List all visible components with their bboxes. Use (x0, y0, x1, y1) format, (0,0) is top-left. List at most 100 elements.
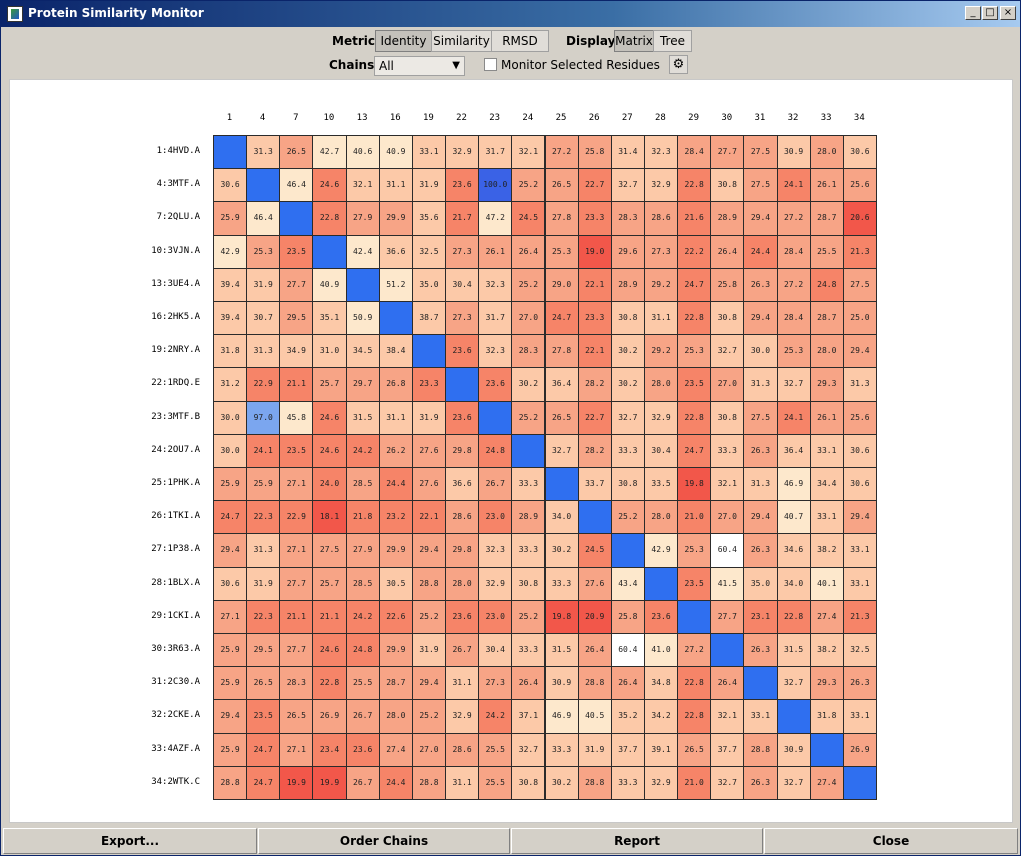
row-label[interactable]: 33:4AZF.A (151, 743, 200, 754)
matrix-cell[interactable]: 33.3 (610, 765, 645, 800)
matrix-cell[interactable]: 27.3 (643, 234, 679, 269)
matrix-cell[interactable]: 29.4 (213, 699, 248, 734)
matrix-diagonal-cell[interactable] (544, 467, 579, 502)
matrix-cell[interactable]: 22.9 (246, 367, 281, 402)
matrix-cell[interactable]: 23.2 (378, 500, 413, 535)
row-label[interactable]: 13:3UE4.A (151, 278, 200, 289)
matrix-cell[interactable]: 30.0 (213, 400, 248, 435)
matrix-cell[interactable]: 32.7 (710, 765, 745, 800)
matrix-cell[interactable]: 29.6 (610, 234, 645, 269)
matrix-cell[interactable]: 25.6 (842, 168, 877, 203)
matrix-cell[interactable]: 23.5 (279, 433, 314, 468)
matrix-cell[interactable]: 38.4 (378, 334, 413, 369)
matrix-cell[interactable]: 29.4 (743, 500, 778, 535)
matrix-cell[interactable]: 32.7 (776, 666, 811, 701)
matrix-cell[interactable]: 26.1 (478, 234, 513, 269)
matrix-cell[interactable]: 30.2 (511, 367, 546, 402)
matrix-cell[interactable]: 27.7 (279, 633, 314, 668)
row-label[interactable]: 28:1BLX.A (151, 577, 200, 588)
matrix-cell[interactable]: 25.6 (842, 400, 877, 435)
matrix-cell[interactable]: 19.9 (279, 765, 314, 800)
matrix-cell[interactable]: 31.3 (246, 135, 281, 170)
matrix-cell[interactable]: 33.1 (842, 533, 877, 568)
matrix-cell[interactable]: 32.1 (511, 135, 546, 170)
matrix-cell[interactable]: 20.6 (842, 201, 877, 236)
matrix-cell[interactable]: 36.6 (445, 467, 480, 502)
settings-button[interactable]: ⚙ (669, 55, 688, 74)
matrix-cell[interactable]: 29.4 (411, 533, 447, 568)
matrix-cell[interactable]: 25.9 (213, 467, 248, 502)
matrix-cell[interactable]: 25.8 (610, 599, 645, 634)
matrix-cell[interactable]: 27.3 (445, 234, 480, 269)
matrix-cell[interactable]: 34.4 (809, 467, 844, 502)
matrix-cell[interactable]: 30.9 (776, 135, 811, 170)
matrix-cell[interactable]: 23.6 (445, 334, 480, 369)
matrix-cell[interactable]: 35.2 (610, 699, 645, 734)
matrix-cell[interactable]: 24.8 (478, 433, 513, 468)
row-label[interactable]: 30:3R63.A (151, 644, 200, 654)
matrix-diagonal-cell[interactable] (445, 367, 480, 402)
matrix-cell[interactable]: 24.7 (677, 433, 712, 468)
matrix-cell[interactable]: 27.5 (312, 533, 347, 568)
matrix-cell[interactable]: 25.5 (478, 765, 513, 800)
matrix-cell[interactable]: 32.7 (610, 168, 645, 203)
matrix-cell[interactable]: 30.8 (511, 765, 546, 800)
matrix-cell[interactable]: 32.5 (842, 633, 877, 668)
matrix-cell[interactable]: 30.6 (213, 566, 248, 601)
matrix-cell[interactable]: 30.6 (842, 135, 877, 170)
matrix-cell[interactable]: 24.7 (677, 267, 712, 302)
matrix-cell[interactable]: 24.6 (312, 400, 347, 435)
matrix-cell[interactable]: 26.7 (478, 467, 513, 502)
matrix-cell[interactable]: 22.8 (677, 168, 712, 203)
matrix-cell[interactable]: 30.4 (643, 433, 679, 468)
matrix-cell[interactable]: 31.9 (411, 168, 447, 203)
matrix-cell[interactable]: 23.0 (478, 500, 513, 535)
matrix-diagonal-cell[interactable] (345, 267, 380, 302)
matrix-cell[interactable]: 31.8 (213, 334, 248, 369)
matrix-diagonal-cell[interactable] (213, 135, 248, 170)
matrix-cell[interactable]: 22.1 (577, 334, 612, 369)
matrix-cell[interactable]: 28.0 (809, 135, 844, 170)
matrix-cell[interactable]: 30.8 (511, 566, 546, 601)
matrix-cell[interactable]: 24.5 (577, 533, 612, 568)
matrix-cell[interactable]: 22.8 (677, 699, 712, 734)
row-label[interactable]: 10:3VJN.A (151, 245, 200, 256)
matrix-cell[interactable]: 24.4 (378, 467, 413, 502)
matrix-cell[interactable]: 28.8 (213, 765, 248, 800)
matrix-cell[interactable]: 97.0 (246, 400, 281, 435)
matrix-cell[interactable]: 22.8 (677, 400, 712, 435)
matrix-cell[interactable]: 28.5 (345, 566, 380, 601)
matrix-cell[interactable]: 23.6 (445, 168, 480, 203)
matrix-cell[interactable]: 40.1 (809, 566, 844, 601)
matrix-cell[interactable]: 26.4 (710, 234, 745, 269)
matrix-cell[interactable]: 32.7 (610, 400, 645, 435)
matrix-cell[interactable]: 22.8 (312, 201, 347, 236)
matrix-cell[interactable]: 28.8 (577, 765, 612, 800)
matrix-cell[interactable]: 32.3 (643, 135, 679, 170)
matrix-cell[interactable]: 31.9 (411, 633, 447, 668)
matrix-cell[interactable]: 31.1 (378, 400, 413, 435)
matrix-cell[interactable]: 27.3 (478, 666, 513, 701)
matrix-cell[interactable]: 25.5 (345, 666, 380, 701)
row-label[interactable]: 24:2OU7.A (151, 444, 200, 455)
matrix-cell[interactable]: 28.9 (511, 500, 546, 535)
matrix-cell[interactable]: 27.0 (710, 367, 745, 402)
matrix-cell[interactable]: 32.9 (643, 400, 679, 435)
matrix-cell[interactable]: 19.8 (544, 599, 579, 634)
matrix-cell[interactable]: 28.2 (577, 367, 612, 402)
matrix-cell[interactable]: 21.3 (842, 599, 877, 634)
matrix-cell[interactable]: 32.5 (411, 234, 447, 269)
maximize-button[interactable]: □ (982, 6, 998, 20)
matrix-cell[interactable]: 26.9 (842, 732, 877, 767)
matrix-cell[interactable]: 25.8 (710, 267, 745, 302)
matrix-cell[interactable]: 36.4 (544, 367, 579, 402)
matrix-cell[interactable]: 46.9 (776, 467, 811, 502)
matrix-cell[interactable]: 31.3 (246, 334, 281, 369)
matrix-cell[interactable]: 27.6 (411, 467, 447, 502)
matrix-cell[interactable]: 30.4 (445, 267, 480, 302)
matrix-cell[interactable]: 19.9 (312, 765, 347, 800)
matrix-cell[interactable]: 29.3 (809, 666, 844, 701)
matrix-cell[interactable]: 27.5 (743, 168, 778, 203)
display-tree-button[interactable]: Tree (653, 30, 692, 52)
matrix-cell[interactable]: 27.2 (544, 135, 579, 170)
